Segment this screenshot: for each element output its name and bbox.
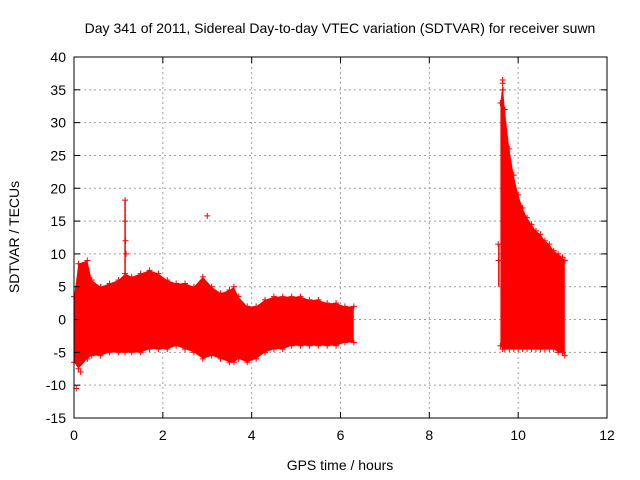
series-1-edge-point-6: [115, 277, 122, 356]
series-1-edge-point-1: [75, 260, 82, 372]
series-1-outlier-point-6: [204, 212, 211, 219]
series-1-edge-point-5: [106, 280, 113, 356]
series-2-edge-point-14: [555, 250, 562, 356]
y-tick-label-3: 0: [58, 312, 66, 328]
y-tick-label-5: 10: [50, 246, 66, 262]
series-1-edge-point-31: [324, 300, 331, 349]
series-2-edge-point-6: [519, 204, 526, 353]
series-1-edge-point-28: [297, 293, 304, 349]
series-1-edge-point-18: [217, 290, 224, 362]
x-tick-label-2: 4: [248, 427, 256, 443]
series-2-edge-point-1: [499, 80, 506, 353]
series-1-edge-point-2: [84, 257, 91, 362]
y-tick-label-4: 5: [58, 279, 66, 295]
series-1-edge-point-34: [350, 303, 357, 346]
y-tick-label-6: 15: [50, 213, 66, 229]
y-tick-label-2: -5: [54, 344, 67, 360]
series-1-edge-point-22: [244, 303, 251, 366]
series-1-edge-point-26: [279, 293, 286, 353]
series-1-edge-point-32: [333, 300, 340, 349]
x-tick-label-4: 8: [425, 427, 433, 443]
series-1-edge-point-8: [128, 273, 135, 356]
series-2-edge-point-16: [561, 257, 568, 359]
y-tick-label-9: 30: [50, 115, 66, 131]
series-2-edge-point-2: [501, 106, 508, 353]
y-axis-label: SDTVAR / TECUs: [6, 181, 22, 293]
series-1-edge-point-20: [230, 283, 237, 366]
series-1-outlier-point-5: [122, 250, 129, 257]
series-2-edge-point-4: [510, 172, 517, 353]
series-2-edge-point-7: [524, 214, 531, 353]
series-1-band: [74, 260, 354, 369]
series-1-edge-point-27: [288, 293, 295, 349]
series-1-edge-point-11: [155, 270, 162, 353]
y-tick-label-8: 25: [50, 147, 66, 163]
series-1-edge-point-29: [306, 296, 313, 349]
series-1-edge-point-30: [315, 296, 322, 349]
series-2-outlier-point-2: [499, 76, 506, 83]
y-tick-label-0: -15: [46, 410, 66, 426]
series-1-edge-point-9: [137, 270, 144, 356]
series-1-edge-point-12: [164, 277, 171, 353]
x-tick-label-3: 6: [337, 427, 345, 443]
series-2-edge-point-11: [541, 237, 548, 353]
y-tick-label-11: 40: [50, 49, 66, 65]
series-1-edge-point-23: [253, 303, 260, 362]
x-tick-label-1: 2: [159, 427, 167, 443]
x-tick-label-5: 10: [510, 427, 526, 443]
series-1-edge-point-25: [270, 293, 277, 353]
series-2-edge-point-13: [550, 247, 557, 353]
series-2-edge-point-12: [546, 241, 553, 353]
series-1-edge-point-14: [182, 280, 189, 353]
series-2-edge-point-9: [532, 227, 539, 353]
series-2-band: [500, 83, 565, 356]
series-1-edge-point-33: [341, 303, 348, 346]
series-2-edge-point-3: [506, 145, 513, 353]
series-1-edge-point-16: [199, 273, 206, 362]
series-1-edge-point-3: [88, 277, 95, 359]
y-tick-label-10: 35: [50, 82, 66, 98]
series-1-edge-point-15: [190, 283, 197, 356]
series-1-edge-point-13: [173, 280, 180, 349]
chart-title: Day 341 of 2011, Sidereal Day-to-day VTE…: [85, 20, 596, 36]
series-2-edge-point-5: [515, 191, 522, 353]
series-1-edge-point-21: [235, 293, 242, 362]
y-tick-label-1: -10: [46, 377, 66, 393]
x-tick-label-0: 0: [70, 427, 78, 443]
series-2-edge-point-0: [497, 99, 504, 349]
series-2-edge-point-8: [528, 221, 535, 353]
x-axis-label: GPS time / hours: [287, 457, 394, 473]
series-1-edge-point-24: [261, 296, 268, 356]
series-1-edge-point-19: [226, 287, 233, 366]
series-1-edge-point-10: [146, 267, 153, 353]
series-2-edge-point-15: [559, 254, 566, 356]
series-1-edge-point-17: [208, 283, 215, 359]
series-2-edge-point-10: [537, 231, 544, 353]
series-1-outlier-point-1: [77, 369, 84, 376]
series-1-edge-point-4: [97, 283, 104, 359]
x-tick-label-6: 12: [599, 427, 615, 443]
plot-area: [71, 76, 568, 392]
series-2-outlier-point-3: [500, 86, 507, 93]
axes: 0 2 4 6 8 10 12 -15 -10 -5 0 5 10 15 20 25 30 35 40: [46, 49, 615, 443]
y-tick-label-7: 20: [50, 180, 66, 196]
